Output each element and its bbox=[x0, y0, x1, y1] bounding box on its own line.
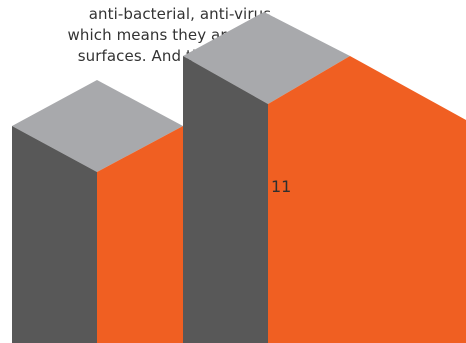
page-number: 11 bbox=[271, 177, 292, 196]
left-column-top-face bbox=[12, 80, 183, 172]
right-column-dark-face bbox=[183, 56, 268, 343]
right-column-orange-face bbox=[268, 56, 466, 343]
left-column-block bbox=[12, 80, 183, 343]
right-column-top-face bbox=[183, 12, 350, 104]
left-column-dark-face bbox=[12, 126, 97, 343]
body-text-line-1: anti-bacterial, anti-virus, bbox=[88, 5, 276, 23]
right-column-block bbox=[183, 12, 466, 343]
left-column-orange-face bbox=[97, 126, 183, 343]
